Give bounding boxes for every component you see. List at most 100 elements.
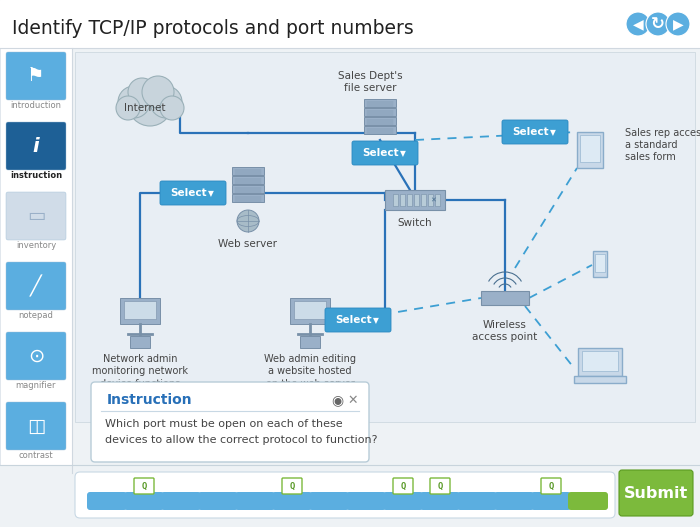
- FancyBboxPatch shape: [6, 262, 66, 310]
- Bar: [481, 291, 529, 305]
- Text: ⚑: ⚑: [27, 66, 45, 85]
- Bar: [232, 185, 264, 193]
- Circle shape: [118, 86, 150, 118]
- Circle shape: [646, 12, 670, 36]
- Circle shape: [128, 78, 156, 106]
- Bar: [294, 301, 326, 319]
- Text: ▭: ▭: [27, 207, 46, 226]
- FancyBboxPatch shape: [6, 52, 66, 100]
- FancyBboxPatch shape: [124, 492, 164, 510]
- Text: Q: Q: [548, 482, 554, 491]
- Bar: [124, 301, 156, 319]
- Bar: [435, 194, 440, 206]
- FancyBboxPatch shape: [87, 492, 127, 510]
- Text: Internet: Internet: [125, 103, 166, 113]
- FancyBboxPatch shape: [541, 478, 561, 494]
- FancyBboxPatch shape: [134, 478, 154, 494]
- FancyBboxPatch shape: [235, 492, 275, 510]
- Text: Which port must be open on each of these
devices to allow the correct protocol t: Which port must be open on each of these…: [105, 419, 377, 445]
- Text: Web admin editing
a website hosted
on the web server: Web admin editing a website hosted on th…: [264, 354, 356, 389]
- Text: Network admin
monitoring network
device functions: Network admin monitoring network device …: [92, 354, 188, 389]
- Text: Q: Q: [289, 482, 295, 491]
- Text: Sales rep accessing
a standard
sales form: Sales rep accessing a standard sales for…: [625, 128, 700, 162]
- Bar: [414, 194, 419, 206]
- Text: introduction: introduction: [10, 102, 62, 111]
- Bar: [232, 194, 264, 202]
- Text: ◫: ◫: [27, 416, 46, 435]
- Text: Identify TCP/IP protocols and port numbers: Identify TCP/IP protocols and port numbe…: [12, 18, 414, 37]
- Text: ◉: ◉: [331, 393, 343, 407]
- Bar: [120, 298, 160, 324]
- FancyBboxPatch shape: [6, 122, 66, 170]
- FancyBboxPatch shape: [272, 492, 312, 510]
- Text: inventory: inventory: [16, 241, 56, 250]
- FancyBboxPatch shape: [352, 141, 418, 165]
- Text: Select: Select: [363, 148, 399, 158]
- Bar: [574, 376, 626, 383]
- Bar: [0, 48, 72, 473]
- FancyBboxPatch shape: [531, 492, 571, 510]
- FancyBboxPatch shape: [6, 402, 66, 450]
- FancyBboxPatch shape: [160, 181, 226, 205]
- Text: magnifier: magnifier: [15, 382, 56, 391]
- FancyBboxPatch shape: [420, 492, 460, 510]
- FancyBboxPatch shape: [619, 470, 693, 516]
- Text: contrast: contrast: [19, 452, 53, 461]
- FancyBboxPatch shape: [430, 478, 450, 494]
- FancyBboxPatch shape: [383, 492, 423, 510]
- Circle shape: [626, 12, 650, 36]
- FancyBboxPatch shape: [282, 478, 302, 494]
- FancyBboxPatch shape: [309, 492, 349, 510]
- Text: ╱: ╱: [30, 275, 42, 297]
- Bar: [428, 194, 433, 206]
- Text: ✕: ✕: [430, 197, 436, 203]
- FancyBboxPatch shape: [91, 382, 369, 462]
- Text: ▼: ▼: [400, 150, 406, 159]
- Text: ▼: ▼: [373, 317, 379, 326]
- Text: Instruction: Instruction: [107, 393, 192, 407]
- Text: Q: Q: [141, 482, 147, 491]
- Text: ▶: ▶: [673, 17, 683, 31]
- FancyBboxPatch shape: [346, 492, 386, 510]
- Bar: [232, 176, 264, 184]
- Text: ↻: ↻: [651, 15, 665, 33]
- Ellipse shape: [363, 142, 397, 152]
- FancyBboxPatch shape: [161, 492, 201, 510]
- Bar: [364, 117, 396, 125]
- Text: ✕: ✕: [348, 394, 358, 406]
- Text: ⊙: ⊙: [28, 346, 44, 366]
- Text: Switch: Switch: [398, 218, 433, 228]
- Bar: [0, 465, 700, 527]
- Bar: [595, 254, 605, 272]
- FancyBboxPatch shape: [6, 332, 66, 380]
- Text: Wireless
access point: Wireless access point: [473, 320, 538, 343]
- Circle shape: [160, 96, 184, 120]
- Bar: [0, 0, 700, 48]
- Text: Select: Select: [512, 127, 550, 137]
- Text: Q: Q: [438, 482, 442, 491]
- Bar: [593, 251, 607, 277]
- Bar: [577, 132, 603, 168]
- Bar: [364, 99, 396, 107]
- Bar: [364, 126, 396, 134]
- FancyBboxPatch shape: [393, 478, 413, 494]
- Text: ▼: ▼: [550, 129, 556, 138]
- Bar: [421, 194, 426, 206]
- Text: Select: Select: [336, 315, 372, 325]
- FancyBboxPatch shape: [494, 492, 534, 510]
- Text: Q: Q: [400, 482, 406, 491]
- Text: Select: Select: [171, 188, 207, 198]
- Circle shape: [237, 210, 259, 232]
- Bar: [75, 52, 695, 422]
- Bar: [232, 167, 264, 175]
- Bar: [582, 351, 618, 371]
- Bar: [130, 336, 150, 348]
- Circle shape: [128, 82, 172, 126]
- Bar: [290, 298, 330, 324]
- FancyBboxPatch shape: [457, 492, 497, 510]
- Text: Sales Dept's
file server: Sales Dept's file server: [337, 71, 402, 93]
- Text: notepad: notepad: [19, 311, 53, 320]
- Bar: [385, 190, 445, 210]
- FancyBboxPatch shape: [75, 472, 615, 518]
- Text: instruction: instruction: [10, 171, 62, 181]
